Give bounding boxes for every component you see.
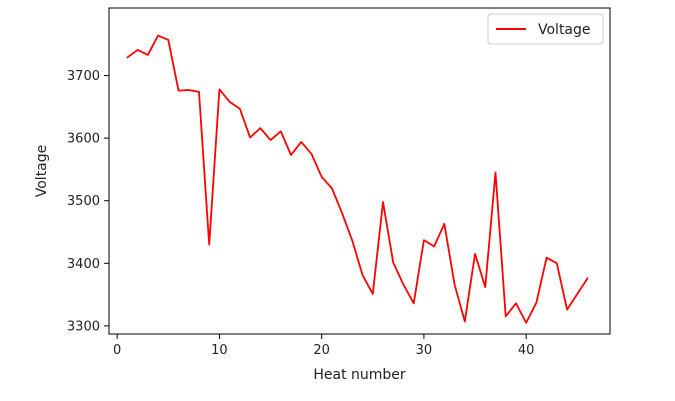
series-layer (126, 34, 589, 324)
x-axis-label: Heat number (313, 367, 406, 383)
x-tick-label: 20 (313, 343, 330, 358)
x-tick-label: 30 (416, 343, 433, 358)
x-tick-label: 40 (518, 343, 535, 358)
series-line-voltage (126, 34, 589, 324)
y-tick-label: 3500 (67, 194, 100, 209)
y-tick-label: 3300 (67, 319, 100, 334)
legend-label-voltage: Voltage (538, 22, 591, 38)
x-tick-label: 0 (113, 343, 121, 358)
ticks-layer: 0 10 20 30 40 3300 3400 3500 3600 3700 (67, 69, 535, 358)
plot-frame (108, 7, 611, 335)
y-axis-label: Voltage (34, 145, 50, 198)
legend: Voltage (487, 13, 604, 45)
legend-box (487, 13, 604, 45)
y-tick-label: 3600 (67, 132, 100, 147)
y-tick-label: 3400 (67, 257, 100, 272)
y-tick-label: 3700 (67, 69, 100, 84)
x-tick-label: 10 (211, 343, 228, 358)
